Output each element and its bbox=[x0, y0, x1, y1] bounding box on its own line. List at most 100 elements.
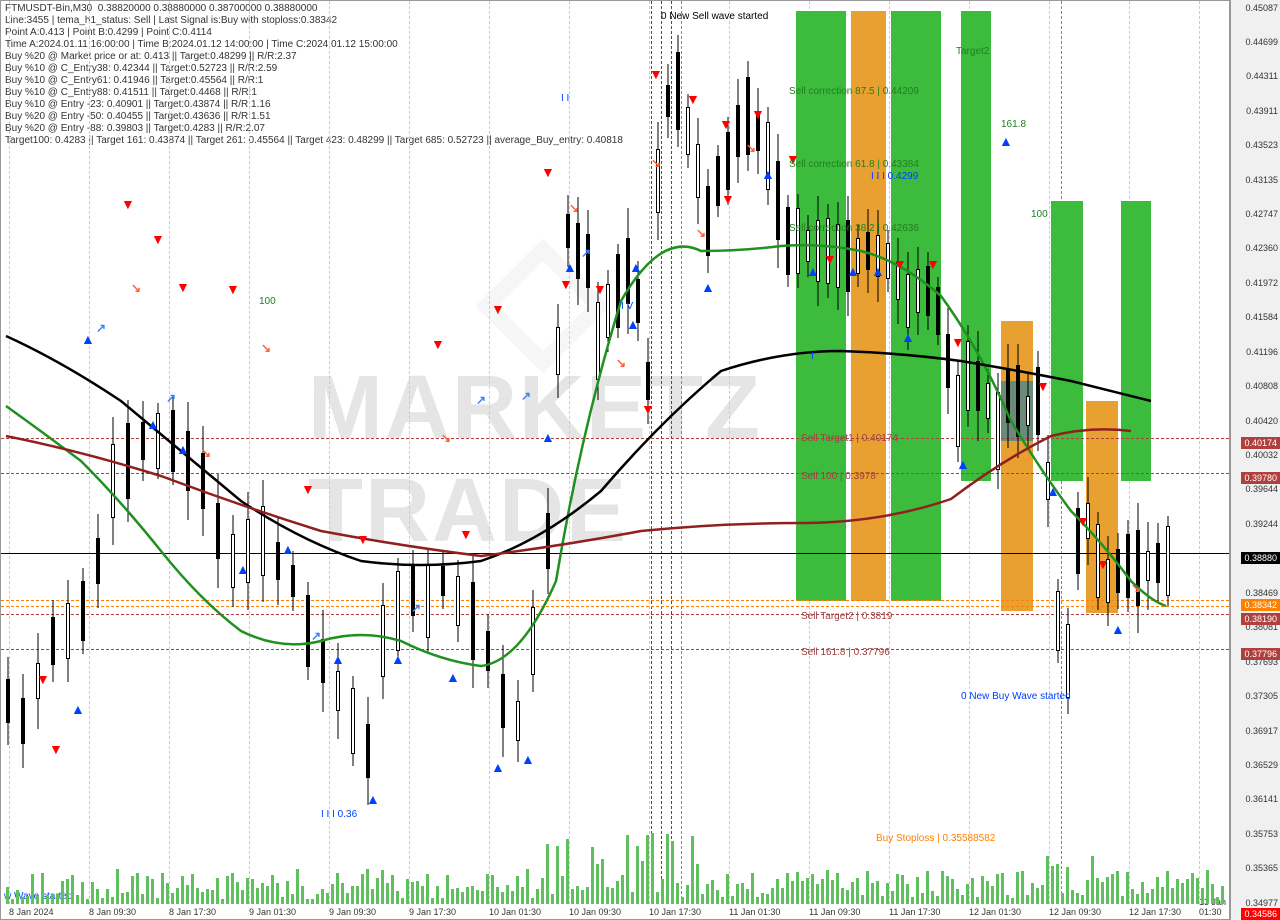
signal-arrow: ▲ bbox=[1046, 483, 1060, 499]
signal-arrow: ▼ bbox=[176, 279, 190, 295]
signal-arrow: ▼ bbox=[431, 336, 445, 352]
signal-arrow: ▼ bbox=[541, 164, 555, 180]
price-tick: 0.44699 bbox=[1245, 37, 1278, 47]
signal-arrow: ▲ bbox=[146, 416, 160, 432]
signal-arrow: ▼ bbox=[951, 334, 965, 350]
time-tick: 10 Jan 01:30 bbox=[489, 907, 541, 917]
time-tick: 11 Jan 01:30 bbox=[729, 907, 780, 917]
price-tick: 0.45087 bbox=[1245, 3, 1278, 13]
signal-arrow: ▲ bbox=[999, 133, 1013, 149]
price-level-box: 0.38190 bbox=[1241, 613, 1280, 625]
price-tick: 0.39244 bbox=[1245, 519, 1278, 529]
signal-arrow: ▲ bbox=[629, 259, 643, 275]
signal-arrow: ↘ bbox=[131, 281, 141, 295]
price-tick: 0.40420 bbox=[1245, 416, 1278, 426]
time-tick: 11 Jan 17:30 bbox=[889, 907, 940, 917]
time-tick: 8 Jan 09:30 bbox=[89, 907, 136, 917]
signal-arrow: ↘ bbox=[1131, 581, 1141, 595]
signal-arrow: ▲ bbox=[491, 759, 505, 775]
chart-annotation: 0 New Buy Wave started bbox=[961, 691, 1071, 702]
price-level-box: 0.38342 bbox=[1241, 599, 1280, 611]
chart-annotation: I V bbox=[621, 301, 633, 312]
time-tick: 12 Jan 17:30 bbox=[1129, 907, 1181, 917]
signal-arrow: ▼ bbox=[1036, 378, 1050, 394]
price-tick: 0.40808 bbox=[1245, 381, 1278, 391]
chart-annotation: 0 New Sell wave started bbox=[661, 11, 768, 22]
price-tick: 0.36141 bbox=[1245, 794, 1278, 804]
time-tick: 11 Jan 09:30 bbox=[809, 907, 860, 917]
time-tick: 8 Jan 17:30 bbox=[169, 907, 216, 917]
signal-arrow: ▲ bbox=[871, 263, 885, 279]
signal-arrow: ▲ bbox=[446, 669, 460, 685]
signal-arrow: ↗ bbox=[521, 389, 531, 403]
chart-annotation: Sell correction 87.5 | 0.44209 bbox=[789, 86, 919, 97]
signal-arrow: ↘ bbox=[616, 356, 626, 370]
signal-arrow: ▼ bbox=[226, 281, 240, 297]
price-level-box: 0.40174 bbox=[1241, 437, 1280, 449]
signal-arrow: ▲ bbox=[71, 701, 85, 717]
chart-area[interactable]: MARKETZ TRADE FTMUSDT-Bin,M30 0.38820000… bbox=[0, 0, 1230, 920]
chart-annotation: I I I 0.36 bbox=[321, 809, 357, 820]
signal-arrow: ▲ bbox=[281, 541, 295, 557]
price-tick: 0.35753 bbox=[1245, 829, 1278, 839]
signal-arrow: ▲ bbox=[81, 331, 95, 347]
price-tick: 0.41196 bbox=[1246, 347, 1278, 357]
signal-arrow: ▲ bbox=[761, 166, 775, 182]
signal-arrow: ▲ bbox=[956, 456, 970, 472]
time-tick: 10 Jan 09:30 bbox=[569, 907, 621, 917]
signal-arrow: ▼ bbox=[649, 66, 663, 82]
signal-arrow: ↗ bbox=[96, 321, 106, 335]
signal-arrow: ▼ bbox=[151, 231, 165, 247]
signal-arrow: ▲ bbox=[563, 259, 577, 275]
price-tick: 0.34977 bbox=[1245, 898, 1278, 908]
time-tick: 9 Jan 09:30 bbox=[329, 907, 376, 917]
chart-annotation: Target2 bbox=[956, 46, 989, 57]
signal-arrow: ▼ bbox=[559, 276, 573, 292]
signal-arrow: ↗ bbox=[581, 246, 591, 260]
time-tick: 8 Jan 2024 bbox=[9, 907, 54, 917]
time-tick: 9 Jan 17:30 bbox=[409, 907, 456, 917]
signal-arrow: ↘ bbox=[569, 201, 579, 215]
chart-annotation: 100 bbox=[1031, 209, 1048, 220]
price-tick: 0.37305 bbox=[1245, 691, 1278, 701]
signal-arrow: ▼ bbox=[719, 116, 733, 132]
signal-arrow: ▼ bbox=[823, 251, 837, 267]
price-tick: 0.44311 bbox=[1246, 71, 1278, 81]
chart-annotation: I bbox=[811, 351, 814, 362]
time-tick: 9 Jan 01:30 bbox=[249, 907, 296, 917]
chart-annotation: Sell 100 | 0.3978 bbox=[801, 471, 876, 482]
signal-arrow: ▲ bbox=[391, 651, 405, 667]
signal-arrow: ▼ bbox=[301, 481, 315, 497]
signal-arrow: ▼ bbox=[49, 741, 63, 757]
price-level-box: 0.38880 bbox=[1241, 552, 1280, 564]
chart-annotation: Sell 161.8 | 0.37796 bbox=[801, 647, 890, 658]
price-tick: 0.36529 bbox=[1245, 760, 1278, 770]
price-tick: 0.40032 bbox=[1245, 450, 1278, 460]
signal-arrow: ▲ bbox=[1111, 621, 1125, 637]
signal-arrow: ▼ bbox=[1096, 556, 1110, 572]
signal-arrow: ▲ bbox=[541, 429, 555, 445]
signal-arrow: ↗ bbox=[311, 629, 321, 643]
chart-annotation: 100 bbox=[259, 296, 276, 307]
price-tick: 0.38469 bbox=[1245, 588, 1278, 598]
signal-arrow: ▲ bbox=[521, 751, 535, 767]
signal-arrow: ▼ bbox=[926, 256, 940, 272]
chart-annotation: Sell correction 38.2 | 0.42636 bbox=[789, 223, 919, 234]
signal-arrow: ▼ bbox=[1076, 513, 1090, 529]
signal-arrow: ▼ bbox=[491, 301, 505, 317]
signal-arrow: ▼ bbox=[893, 256, 907, 272]
signal-arrow: ↘ bbox=[696, 226, 706, 240]
chart-annotation: Buy Stoploss | 0.35588582 bbox=[876, 833, 995, 844]
signal-arrow: ▼ bbox=[641, 401, 655, 417]
signal-arrow: ▲ bbox=[901, 329, 915, 345]
signal-arrow: ▲ bbox=[331, 651, 345, 667]
signal-arrow: ▼ bbox=[686, 91, 700, 107]
chart-annotation: Sell Target1 | 0.40174 bbox=[801, 433, 898, 444]
signal-arrow: ▲ bbox=[236, 561, 250, 577]
signal-arrow: ↘ bbox=[651, 156, 661, 170]
signal-arrow: ▼ bbox=[751, 106, 765, 122]
signal-arrow: ▼ bbox=[593, 281, 607, 297]
price-tick: 0.39644 bbox=[1245, 484, 1278, 494]
signal-arrow: ▲ bbox=[806, 263, 820, 279]
time-tick: 10 Jan 17:30 bbox=[649, 907, 701, 917]
